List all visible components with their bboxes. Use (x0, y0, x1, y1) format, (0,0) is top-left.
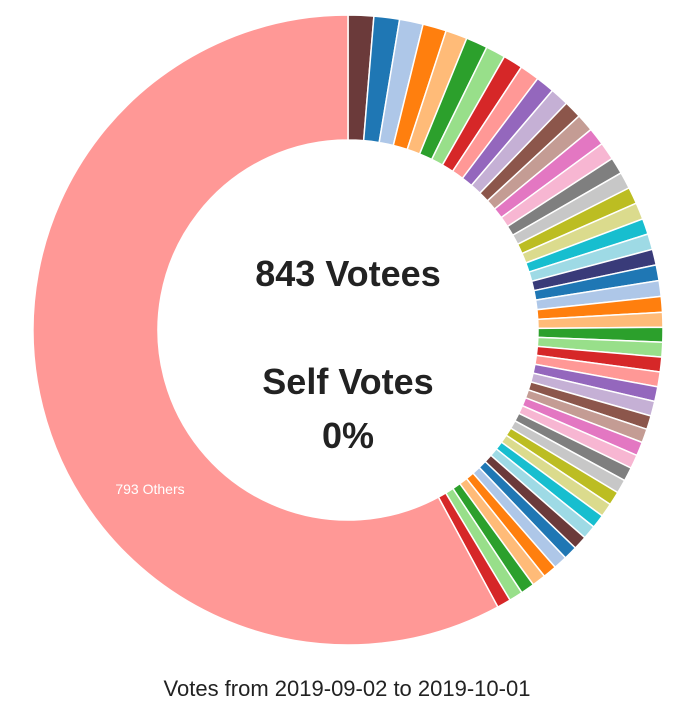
chart-caption: Votes from 2019-09-02 to 2019-10-01 (163, 676, 531, 701)
others-slice-label: 793 Others (115, 481, 184, 497)
center-self-votes-percent: 0% (322, 415, 374, 456)
donut-chart: 843 Votees Self Votes 0% 793 Others (32, 14, 664, 646)
others-slice (32, 14, 499, 646)
donut-slices (32, 14, 664, 646)
center-self-votes-label: Self Votes (262, 361, 433, 402)
center-votees-count: 843 Votees (255, 253, 440, 294)
